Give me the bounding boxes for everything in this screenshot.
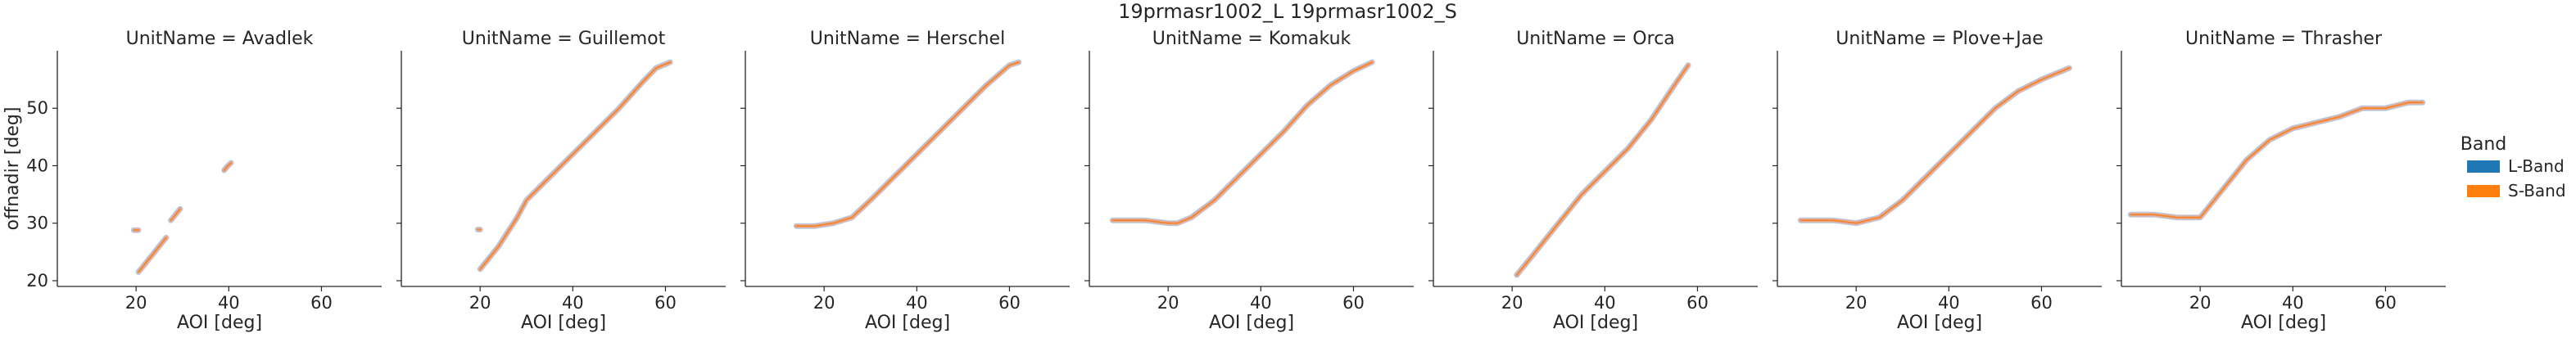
x-tick-label: 20: [2189, 293, 2212, 313]
legend-swatch: [2467, 160, 2500, 173]
l-band-spread: [1109, 59, 1375, 227]
x-tick-label: 20: [469, 293, 491, 313]
x-tick-label: 60: [2375, 293, 2397, 313]
legend-label: S-Band: [2508, 181, 2566, 201]
x-tick-label: 40: [562, 293, 584, 313]
x-tick-label: 40: [1594, 293, 1616, 313]
facet-panel: UnitName = Thrasher 20 40 60 AOI [deg]: [2116, 29, 2446, 333]
s-band-line: [1516, 64, 1689, 276]
s-band-spread: [2128, 100, 2425, 220]
y-tick-label: 50: [26, 98, 48, 118]
l-band-spread: [1797, 65, 2072, 227]
facet-panel: UnitName = Plove+Jae 20 40 60 AOI [deg]: [1772, 29, 2102, 333]
s-band-line: [795, 61, 1020, 228]
x-tick-label: 40: [218, 293, 240, 313]
facet-panel: UnitName = Orca 20 40 60 AOI [deg]: [1428, 29, 1758, 333]
x-tick-label: 60: [1342, 293, 1365, 313]
panel-title: UnitName = Komakuk: [1152, 29, 1351, 49]
s-band-line: [1111, 61, 1373, 224]
x-axis-label: AOI [deg]: [2241, 313, 2326, 333]
s-band-spread: [478, 60, 672, 272]
y-tick-label: 30: [26, 214, 48, 233]
x-tick-label: 40: [1938, 293, 1960, 313]
l-band-line: [1800, 66, 2071, 224]
facet-panel: UnitName = Avadlek 20 40 60 AOI [deg] 20 30 40 5…: [2, 29, 382, 333]
x-tick-label: 60: [310, 293, 333, 313]
x-axis-label: AOI [deg]: [1209, 313, 1294, 333]
s-band-line: [1800, 67, 2071, 224]
legend-swatch: [2467, 185, 2500, 197]
x-axis-label: AOI [deg]: [865, 313, 950, 333]
x-tick-label: 60: [654, 293, 677, 313]
facet-panel: UnitName = Guillemot 20 40 60 AOI [deg]: [396, 29, 726, 333]
facet-panels: UnitName = Avadlek 20 40 60 AOI [deg] 20 30 40 5…: [2, 29, 2446, 333]
x-tick-label: 40: [906, 293, 928, 313]
figure-suptitle: 19prmasr1002_L 19prmasr1002_S: [1118, 0, 1457, 23]
l-band-line: [478, 61, 672, 271]
s-band-line: [170, 208, 181, 222]
x-tick-label: 20: [125, 293, 147, 313]
l-band-line: [2130, 101, 2424, 219]
panel-title: UnitName = Thrasher: [2185, 29, 2383, 49]
x-tick-label: 20: [1501, 293, 1523, 313]
x-tick-label: 60: [998, 293, 1021, 313]
x-tick-label: 40: [2282, 293, 2304, 313]
panel-title: UnitName = Plove+Jae: [1836, 29, 2043, 49]
legend: Band L-Band S-Band: [2461, 134, 2566, 201]
panel-title: UnitName = Guillemot: [462, 29, 666, 49]
x-tick-label: 20: [1845, 293, 1867, 313]
x-axis-label: AOI [deg]: [1553, 313, 1638, 333]
y-tick-label: 20: [26, 271, 48, 291]
s-band-line: [2130, 101, 2424, 219]
y-axis-label: offnadir [deg]: [2, 107, 23, 231]
x-axis-label: AOI [deg]: [1897, 313, 1982, 333]
x-tick-label: 60: [2030, 293, 2053, 313]
x-tick-label: 20: [813, 293, 835, 313]
x-tick-label: 40: [1250, 293, 1272, 313]
s-band-line: [138, 237, 167, 273]
facet-panel: UnitName = Komakuk 20 40 60 AOI [deg]: [1084, 29, 1414, 333]
l-band-spread: [477, 59, 673, 273]
s-band-line: [223, 162, 232, 171]
y-tick-label: 40: [26, 155, 48, 175]
panel-title: UnitName = Avadlek: [126, 29, 314, 49]
facet-panel: UnitName = Herschel 20 40 60 AOI [deg]: [740, 29, 1070, 333]
x-tick-label: 60: [1686, 293, 1709, 313]
x-tick-label: 20: [1157, 293, 1179, 313]
l-band-spread: [2127, 99, 2426, 221]
legend-title: Band: [2461, 134, 2506, 155]
s-band-spread: [1798, 65, 2071, 226]
panel-title: UnitName = Herschel: [810, 29, 1005, 49]
x-axis-label: AOI [deg]: [177, 313, 262, 333]
s-band-line: [479, 61, 671, 270]
x-axis-label: AOI [deg]: [521, 313, 606, 333]
legend-label: L-Band: [2508, 156, 2565, 176]
panel-title: UnitName = Orca: [1516, 29, 1675, 49]
